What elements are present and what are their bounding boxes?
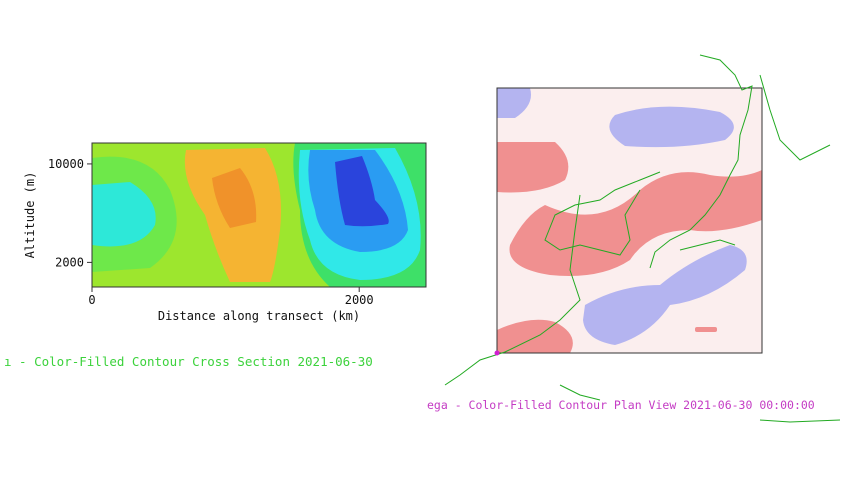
x-axis-label: Distance along transect (km) xyxy=(158,309,360,323)
plan-view-caption: ega - Color-Filled Contour Plan View 202… xyxy=(427,398,815,412)
y-tick-label: 2000 xyxy=(55,255,84,269)
y-tick-label: 10000 xyxy=(48,157,84,171)
x-tick-label: 0 xyxy=(88,293,95,307)
plot-frame xyxy=(91,142,427,288)
cross-section-field xyxy=(91,142,427,288)
y-axis-label: Altitude (m) xyxy=(23,172,37,259)
plan-view-map xyxy=(444,54,841,423)
x-tick-label: 2000 xyxy=(345,293,374,307)
cross-section-caption: ı - Color-Filled Contour Cross Section 2… xyxy=(4,354,373,369)
